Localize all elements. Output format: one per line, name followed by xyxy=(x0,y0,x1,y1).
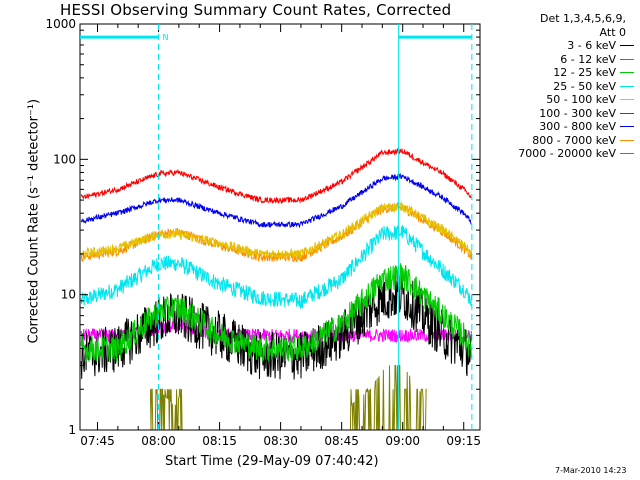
x-tick-label: 08:30 xyxy=(263,434,298,448)
legend-swatch xyxy=(620,126,634,128)
legend-item: 100 - 300 keV xyxy=(484,107,634,121)
chart-series-group xyxy=(80,148,472,431)
legend-label: 800 - 7000 keV xyxy=(532,133,616,147)
y-axis-label: Corrected Count Rate (s⁻¹ detector⁻¹) xyxy=(26,98,42,344)
legend-header-1: Det 1,3,4,5,6,9, xyxy=(539,12,626,25)
legend-label: 7000 - 20000 keV xyxy=(518,147,616,160)
legend-swatch xyxy=(620,85,634,87)
legend-swatch xyxy=(620,112,634,114)
timestamp: 7-Mar-2010 14:23 xyxy=(555,466,627,475)
series-line xyxy=(80,272,472,380)
legend-label: 3 - 6 keV xyxy=(567,39,616,52)
x-tick-label: 08:15 xyxy=(202,434,237,448)
night-flag-label: N xyxy=(163,33,169,42)
series-line xyxy=(80,225,472,310)
legend-item: 300 - 800 keV xyxy=(484,120,634,134)
legend-item: 6 - 12 keV xyxy=(484,53,634,67)
legend: Det 1,3,4,5,6,9, Att 0 3 - 6 keV 6 - 12 k… xyxy=(484,12,634,161)
legend-swatch xyxy=(620,72,634,74)
series-line xyxy=(80,263,472,362)
y-tick-label: 1 xyxy=(68,423,76,437)
y-tick-label: 1000 xyxy=(45,17,76,31)
x-tick-label: 09:00 xyxy=(385,434,420,448)
series-line xyxy=(80,148,472,205)
legend-item: 12 - 25 keV xyxy=(484,66,634,80)
legend-swatch xyxy=(620,45,634,47)
legend-label: 12 - 25 keV xyxy=(553,66,616,79)
x-tick-label: 09:15 xyxy=(446,434,481,448)
legend-swatch xyxy=(620,99,634,101)
legend-item: 50 - 100 keV xyxy=(484,93,634,107)
x-tick-label: 08:45 xyxy=(324,434,359,448)
legend-item: 800 - 7000 keV xyxy=(484,134,634,148)
series-line xyxy=(80,201,472,259)
legend-item: 7000 - 20000 keV xyxy=(484,147,634,161)
legend-item: 3 - 6 keV xyxy=(484,39,634,53)
legend-header-2: Att 0 xyxy=(599,25,626,39)
plot-frame xyxy=(79,23,481,431)
y-tick-label: 100 xyxy=(53,152,76,166)
y-tick-label: 10 xyxy=(61,288,76,302)
legend-swatch xyxy=(620,153,634,155)
chart-axes: 1 10 100 1000 07:45 08:00 08:15 08:30 08:45 09:00… xyxy=(45,17,481,448)
x-axis-label: Start Time (29-May-09 07:40:42) xyxy=(165,454,379,469)
x-tick-label: 07:45 xyxy=(80,434,115,448)
legend-label: 25 - 50 keV xyxy=(553,79,616,93)
legend-label: 50 - 100 keV xyxy=(546,93,616,106)
legend-item: 25 - 50 keV xyxy=(484,80,634,94)
legend-swatch xyxy=(620,139,634,141)
series-line xyxy=(80,172,472,229)
x-tick-label: 08:00 xyxy=(141,434,176,448)
legend-label: 100 - 300 keV xyxy=(539,106,616,120)
legend-label: 6 - 12 keV xyxy=(560,52,616,66)
chart-title: HESSI Observing Summary Count Rates, Cor… xyxy=(60,1,452,19)
series-line xyxy=(149,388,183,431)
legend-swatch xyxy=(620,58,634,60)
series-line xyxy=(349,364,427,431)
legend-label: 300 - 800 keV xyxy=(539,120,616,133)
